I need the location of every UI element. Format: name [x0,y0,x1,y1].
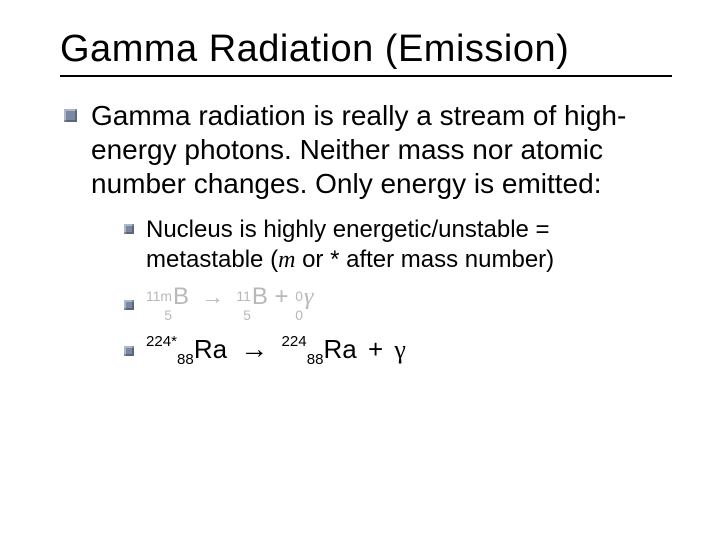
prod-elem: Ra [323,334,356,364]
reac-z: 88 [177,351,194,368]
prod-z: 88 [307,351,324,368]
slide: Gamma Radiation (Emission) Gamma radiati… [0,0,720,540]
square-bullet-icon [64,109,77,122]
equation-radium: 224*88Ra → 22488Ra + γ [146,335,406,363]
bullet-lvl2-c: 224*88Ra → 22488Ra + γ [124,335,672,363]
z-left: 5 [164,309,172,323]
text-post: or * after mass number) [295,246,554,273]
title-underline [60,75,672,77]
slide-title: Gamma Radiation (Emission) [60,28,672,71]
elem-mid: B [252,283,268,310]
presup-g: 0 0 [295,293,303,321]
square-bullet-icon [124,224,134,234]
bullet-lvl1: Gamma radiation is really a stream of hi… [64,99,672,201]
gamma-symbol: γ [304,284,313,310]
plus: + [275,283,289,310]
bullet-lvl2-a: Nucleus is highly energetic/unstable = m… [124,215,672,275]
arrow-icon: → [196,284,230,309]
plus: + [364,334,387,364]
equation-boron: 11m 5 B → 11 5 B + 0 0 γ [146,285,313,320]
mass-mid: 11 [236,290,250,304]
bullet-lvl1-text: Gamma radiation is really a stream of hi… [91,99,672,201]
bullet-lvl2-a-text: Nucleus is highly energetic/unstable = m… [146,215,672,275]
reac-elem: Ra [194,334,227,364]
text-m: m [278,247,295,273]
square-bullet-icon [124,346,134,356]
mass-left: 11m [146,290,172,304]
presup-mid: 11 5 [236,293,250,321]
square-bullet-icon [124,300,134,310]
z-g: 0 [295,309,303,323]
gamma-symbol: γ [394,335,406,364]
prod-mass: 224 [282,333,307,350]
bullet-lvl2-b: 11m 5 B → 11 5 B + 0 0 γ [124,285,672,320]
presup-left: 11m 5 [146,293,172,321]
elem-left: B [173,283,189,310]
z-mid: 5 [243,309,251,323]
arrow-icon: → [234,333,274,364]
reac-mass: 224* [146,333,177,350]
mass-g: 0 [295,290,303,304]
